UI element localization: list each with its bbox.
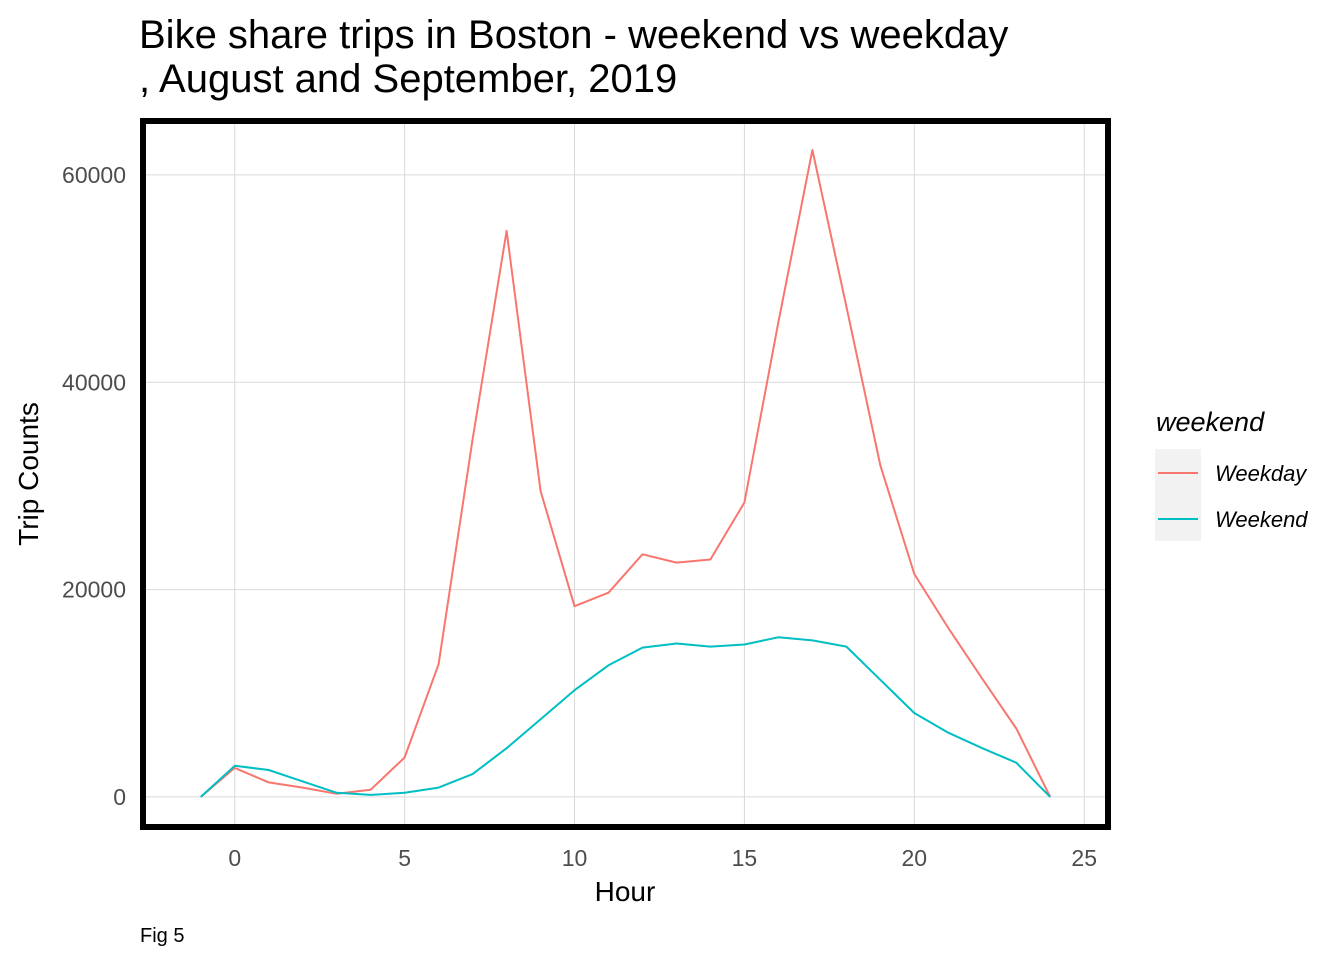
- chart-title-line-1: Bike share trips in Boston - weekend vs …: [139, 13, 1008, 57]
- y-tick-label: 20000: [62, 577, 126, 603]
- legend-key-background: [1155, 449, 1201, 541]
- y-axis-ticks: 0 20000 40000 60000: [62, 162, 126, 810]
- series-line-weekend: [200, 636, 1051, 798]
- legend-title: weekend: [1156, 407, 1265, 437]
- x-tick-label: 5: [398, 845, 411, 871]
- x-axis-title: Hour: [595, 876, 656, 907]
- x-axis-ticks: 0 5 10 15 20 25: [228, 845, 1097, 871]
- panel-border: [140, 118, 1111, 830]
- gridlines: [143, 121, 1108, 827]
- y-axis-title: Trip Counts: [13, 402, 44, 546]
- x-tick-label: 0: [228, 845, 241, 871]
- x-tick-label: 15: [732, 845, 758, 871]
- legend: weekend Weekday Weekend: [1155, 407, 1308, 541]
- x-tick-label: 20: [902, 845, 928, 871]
- y-tick-label: 0: [113, 784, 126, 810]
- y-tick-label: 40000: [62, 369, 126, 395]
- series-line-weekday: [200, 149, 1052, 798]
- x-tick-label: 10: [562, 845, 588, 871]
- legend-label-weekend: Weekend: [1215, 507, 1308, 532]
- x-tick-label: 25: [1071, 845, 1097, 871]
- y-tick-label: 60000: [62, 162, 126, 188]
- caption: Fig 5: [140, 925, 184, 947]
- chart-title-line-2: , August and September, 2019: [139, 57, 677, 101]
- legend-label-weekday: Weekday: [1215, 461, 1308, 486]
- series-lines: [200, 149, 1052, 798]
- chart-title: Bike share trips in Boston - weekend vs …: [139, 13, 1008, 101]
